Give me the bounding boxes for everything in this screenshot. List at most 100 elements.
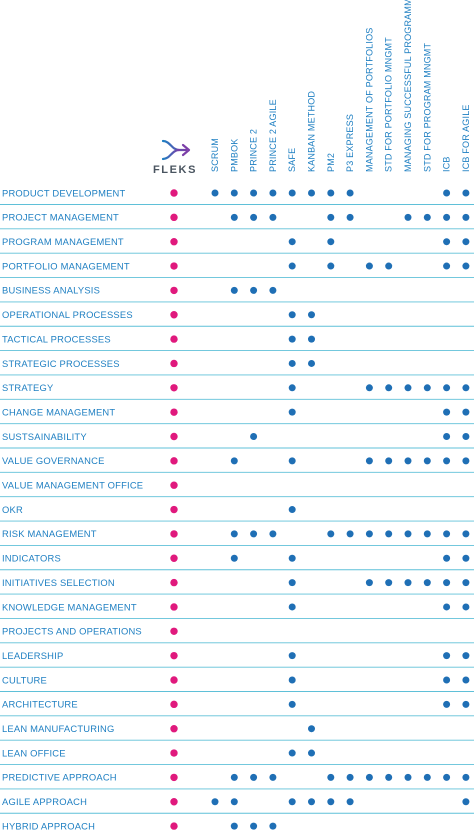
table-row: AGILE APPROACH [0, 796, 474, 814]
method-dot [365, 530, 373, 538]
method-dot [250, 822, 258, 830]
method-dot [230, 822, 238, 830]
method-dot [211, 798, 219, 806]
method-dot [462, 213, 470, 221]
table-row: VALUE MANAGEMENT OFFICE [0, 480, 474, 498]
method-dot [443, 579, 451, 587]
table-row: INDICATORS [0, 553, 474, 571]
fleks-logo: FLEKS [153, 139, 195, 176]
method-dot [288, 189, 296, 197]
method-dot [308, 798, 315, 806]
row-label: LEAN MANUFACTURING [2, 723, 114, 734]
table-row: OPERATIONAL PROCESSES [0, 309, 474, 327]
method-dot [269, 286, 277, 294]
row-label: PRODUCT DEVELOPMENT [2, 187, 126, 198]
method-dot [443, 700, 451, 708]
table-row: PROJECT MANAGEMENT [0, 212, 474, 230]
table-row: VALUE GOVERNANCE [0, 455, 474, 473]
method-dot [288, 359, 296, 367]
method-dot [288, 749, 296, 757]
method-dot [346, 213, 354, 221]
fleks-dot [170, 603, 178, 611]
column-header: P3 EXPRESS [345, 114, 355, 172]
column-header: STD FOR PROGRAM MNGMT [422, 43, 432, 172]
method-dot [288, 262, 296, 270]
method-dot [443, 384, 451, 392]
method-dot [269, 189, 277, 197]
table-row: STRATEGIC PROCESSES [0, 358, 474, 376]
method-dot [404, 530, 412, 538]
table-row: PREDICTIVE APPROACH [0, 772, 474, 790]
fleks-dot [170, 554, 178, 562]
fleks-dot [170, 505, 178, 514]
method-dot [327, 189, 335, 197]
method-dot [288, 335, 296, 343]
method-dot [365, 262, 373, 270]
method-dot [443, 530, 451, 538]
method-dot [423, 384, 431, 392]
row-label: TACTICAL PROCESSES [2, 333, 111, 344]
method-dot [288, 603, 296, 611]
method-dot [404, 773, 412, 781]
method-dot [250, 433, 258, 440]
fleks-dot [170, 578, 178, 587]
column-header: ICB [442, 156, 452, 172]
fleks-dot [170, 530, 178, 538]
fleks-dot [170, 286, 178, 295]
method-dot [443, 262, 451, 270]
method-dot [288, 676, 296, 684]
method-dot [327, 238, 335, 246]
method-dot [288, 554, 296, 562]
method-dot [443, 189, 451, 197]
method-dot [462, 433, 470, 440]
fleks-dot [170, 432, 178, 441]
fleks-dot [170, 627, 178, 635]
table-row: INITIATIVES SELECTION [0, 577, 474, 595]
method-dot [423, 213, 431, 221]
fleks-dot [170, 749, 178, 757]
column-header: PM2 [326, 153, 336, 172]
method-dot [230, 189, 238, 197]
method-dot [327, 213, 335, 221]
method-dot [211, 189, 219, 197]
method-dot [462, 238, 470, 246]
method-dot [404, 579, 412, 587]
method-dot [269, 822, 277, 830]
method-dot [288, 408, 296, 416]
method-dot [462, 773, 470, 781]
row-label: INITIATIVES SELECTION [2, 577, 115, 588]
table-row: STRATEGY [0, 382, 474, 400]
method-dot [308, 749, 315, 757]
method-dot [308, 335, 315, 343]
method-dot [365, 579, 373, 587]
method-dot [250, 773, 258, 781]
column-header: STD FOR PORTFOLIO MNGMT [384, 37, 394, 172]
method-dot [385, 384, 393, 392]
method-dot [443, 213, 451, 221]
method-dot [443, 408, 451, 416]
method-dot [230, 798, 238, 806]
method-dot [269, 773, 277, 781]
column-header: SCRUM [210, 138, 220, 172]
method-dot [443, 433, 451, 440]
method-dot [365, 384, 373, 392]
row-label: PREDICTIVE APPROACH [2, 772, 117, 783]
method-dot [308, 359, 315, 367]
fleks-dot [170, 700, 178, 709]
method-dot [404, 457, 412, 465]
method-dot [462, 603, 470, 611]
row-label: PROGRAM MANAGEMENT [2, 236, 124, 247]
method-dot [365, 457, 373, 465]
method-dot [462, 189, 470, 197]
method-dot [288, 652, 296, 660]
method-dot [346, 798, 354, 806]
method-dot [462, 676, 470, 684]
method-dot [462, 798, 470, 806]
fleks-dot [170, 773, 178, 782]
row-label: PORTFOLIO MANAGEMENT [2, 260, 130, 271]
method-dot [308, 311, 315, 319]
fleks-dot [170, 822, 178, 830]
method-dot [288, 798, 296, 806]
fleks-dot [170, 359, 178, 368]
fleks-dot [170, 311, 178, 319]
